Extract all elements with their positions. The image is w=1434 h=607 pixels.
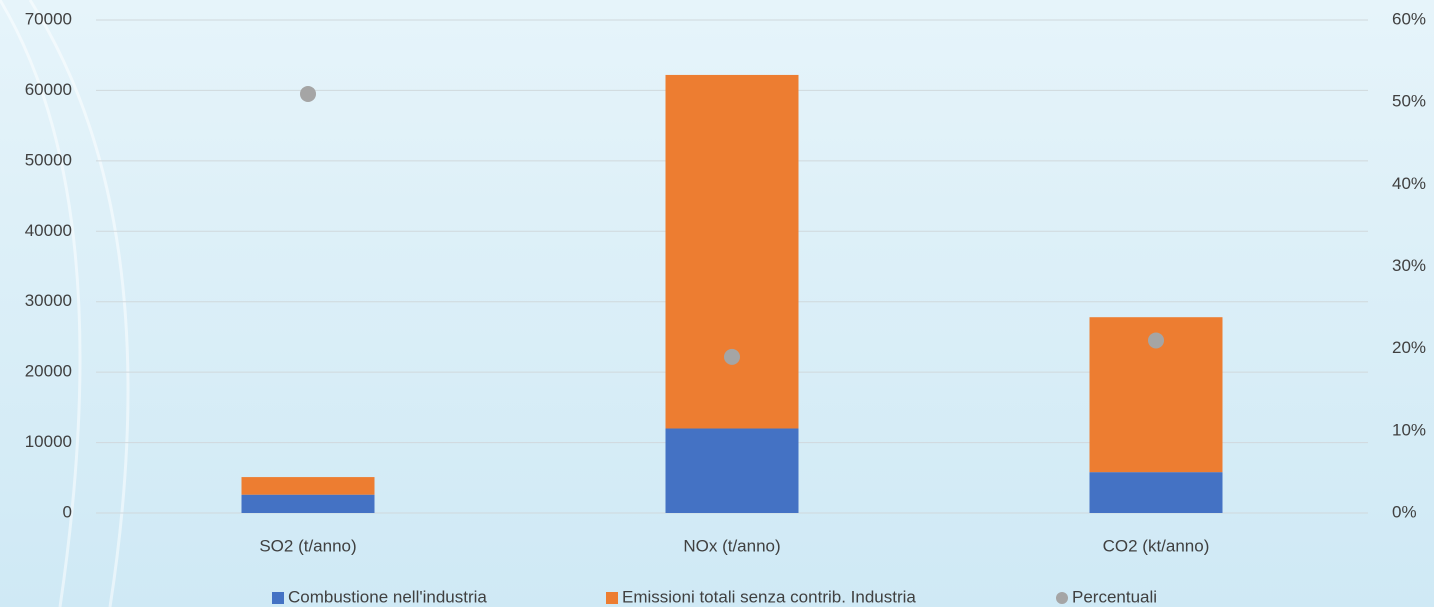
y-tick-label: 70000 [25, 9, 72, 28]
y-tick-label: 50000 [25, 150, 72, 169]
bar-segment [241, 494, 375, 513]
legend-marker [606, 592, 618, 604]
percent-dot [1148, 332, 1164, 349]
y2-tick-label: 50% [1392, 92, 1426, 111]
y-tick-label: 30000 [25, 291, 72, 310]
legend-marker [272, 592, 284, 604]
y-tick-label: 20000 [25, 362, 72, 381]
legend-label: Percentuali [1072, 587, 1157, 606]
legend-marker [1056, 592, 1068, 604]
y-tick-label: 10000 [25, 432, 72, 451]
decoration [0, 0, 130, 607]
x-tick-label: SO2 (t/anno) [259, 536, 356, 555]
x-tick-label: NOx (t/anno) [683, 536, 780, 555]
percent-dot [724, 348, 740, 365]
y2-tick-label: 60% [1392, 9, 1426, 28]
y-tick-label: 60000 [25, 80, 72, 99]
y2-tick-label: 40% [1392, 174, 1426, 193]
y2-tick-label: 10% [1392, 420, 1426, 439]
y-tick-label: 0 [63, 502, 72, 521]
percent-dot [300, 85, 316, 102]
y-tick-label: 40000 [25, 221, 72, 240]
legend-label: Emissioni totali senza contrib. Industri… [622, 587, 916, 606]
bar-segment [665, 428, 799, 513]
bar-segment [1089, 472, 1223, 513]
y2-tick-label: 20% [1392, 338, 1426, 357]
legend-label: Combustione nell'industria [288, 587, 487, 606]
bar-segment [241, 477, 375, 495]
bar-segment [665, 74, 799, 429]
y2-tick-label: 30% [1392, 256, 1426, 275]
y2-tick-label: 0% [1392, 502, 1417, 521]
x-tick-label: CO2 (kt/anno) [1103, 536, 1210, 555]
